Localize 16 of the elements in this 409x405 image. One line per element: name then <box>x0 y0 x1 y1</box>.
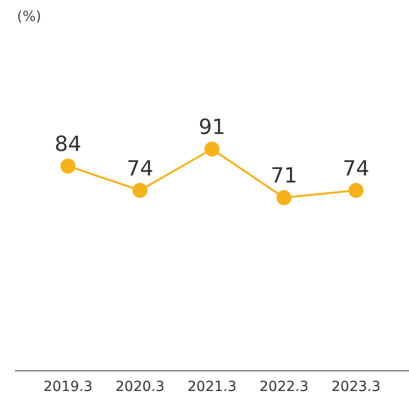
text: (%) <box>17 9 42 25</box>
x-tick-label: 2020.3 <box>116 379 164 396</box>
point <box>132 182 148 198</box>
data-label: 74 <box>126 156 154 180</box>
data-label: 71 <box>270 164 298 188</box>
x-tick-label: 2022.3 <box>260 379 308 396</box>
data-label: 74 <box>342 156 370 180</box>
data-label: 91 <box>198 115 226 140</box>
point <box>204 142 220 157</box>
x-tick-label: 2023.3 <box>332 379 380 396</box>
data-label: 84 <box>54 132 82 156</box>
point <box>60 158 76 174</box>
x-tick-label: 2021.3 <box>188 379 236 396</box>
point <box>276 190 292 206</box>
point <box>348 182 364 198</box>
x-tick-label: 2019.3 <box>44 379 92 396</box>
